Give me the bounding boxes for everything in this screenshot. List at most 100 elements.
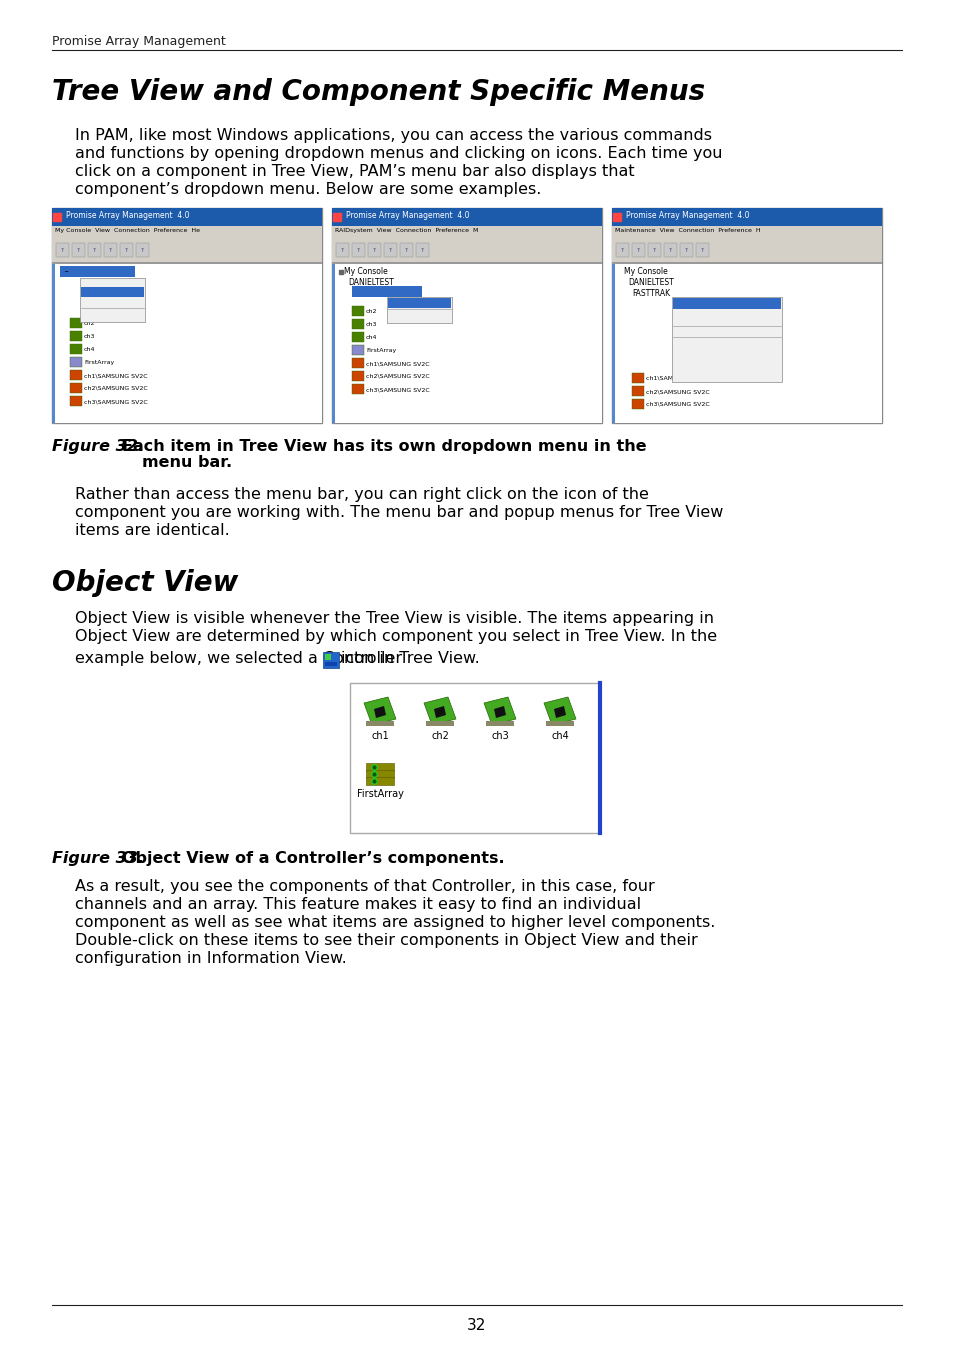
FancyBboxPatch shape: [696, 243, 708, 257]
FancyBboxPatch shape: [368, 243, 380, 257]
FancyBboxPatch shape: [52, 208, 322, 226]
Text: example below, we selected a Controller: example below, we selected a Controller: [75, 652, 402, 667]
FancyBboxPatch shape: [352, 333, 364, 342]
FancyBboxPatch shape: [88, 243, 101, 257]
Text: FirstArray: FirstArray: [356, 790, 403, 799]
FancyBboxPatch shape: [485, 721, 514, 726]
Text: ?: ?: [356, 247, 359, 253]
Text: ?: ?: [619, 247, 622, 253]
FancyBboxPatch shape: [332, 262, 601, 264]
FancyBboxPatch shape: [332, 208, 601, 423]
Text: icon in Tree View.: icon in Tree View.: [340, 652, 479, 667]
Text: Logout: Logout: [84, 288, 108, 293]
Text: Refresh: Refresh: [676, 350, 701, 356]
FancyBboxPatch shape: [332, 208, 601, 226]
FancyBboxPatch shape: [352, 370, 364, 381]
Text: menu bar.: menu bar.: [142, 456, 232, 470]
Text: Refresh: Refresh: [391, 299, 416, 306]
FancyBboxPatch shape: [332, 226, 601, 241]
Text: ?: ?: [636, 247, 639, 253]
Text: ch2\SAMSUNG SV2C: ch2\SAMSUNG SV2C: [84, 387, 148, 391]
FancyBboxPatch shape: [416, 243, 429, 257]
Text: and functions by opening dropdown menus and clicking on icons. Each time you: and functions by opening dropdown menus …: [75, 146, 721, 161]
Polygon shape: [374, 706, 386, 718]
Text: Object View are determined by which component you select in Tree View. In the: Object View are determined by which comp…: [75, 629, 717, 644]
FancyBboxPatch shape: [104, 243, 117, 257]
Text: component’s dropdown menu. Below are some examples.: component’s dropdown menu. Below are som…: [75, 183, 540, 197]
FancyBboxPatch shape: [70, 331, 82, 341]
Text: ch2\SAMSUNG SV2C: ch2\SAMSUNG SV2C: [645, 389, 709, 393]
FancyBboxPatch shape: [352, 287, 421, 297]
FancyBboxPatch shape: [352, 358, 364, 368]
FancyBboxPatch shape: [612, 241, 882, 262]
Text: Tree View and Component Specific Menus: Tree View and Component Specific Menus: [52, 78, 704, 105]
Text: component as well as see what items are assigned to higher level components.: component as well as see what items are …: [75, 915, 715, 930]
Text: ?: ?: [373, 247, 375, 253]
FancyBboxPatch shape: [399, 243, 413, 257]
Text: Rename: Rename: [84, 310, 112, 316]
FancyBboxPatch shape: [332, 264, 601, 423]
Text: Object View: Object View: [52, 569, 238, 598]
FancyBboxPatch shape: [612, 262, 882, 264]
Text: ch4: ch4: [551, 731, 568, 741]
FancyBboxPatch shape: [70, 383, 82, 393]
Text: Promise Array Management  4.0: Promise Array Management 4.0: [66, 211, 190, 220]
Text: RAIDsystem  View  Connection  Preference  M: RAIDsystem View Connection Preference M: [335, 228, 477, 233]
FancyBboxPatch shape: [352, 384, 364, 393]
Text: Each item in Tree View has its own dropdown menu in the: Each item in Tree View has its own dropd…: [122, 439, 646, 454]
FancyBboxPatch shape: [384, 243, 396, 257]
FancyBboxPatch shape: [366, 721, 394, 726]
FancyBboxPatch shape: [70, 343, 82, 354]
Text: ch3\SAMSUNG SV2C: ch3\SAMSUNG SV2C: [84, 399, 148, 404]
Text: ?: ?: [340, 247, 343, 253]
Text: My Console: My Console: [623, 266, 667, 276]
Text: ch3: ch3: [491, 731, 508, 741]
Text: New Array: New Array: [676, 341, 712, 347]
FancyBboxPatch shape: [366, 763, 394, 771]
FancyBboxPatch shape: [352, 345, 364, 356]
Text: ch3\SAMSUNG SV2C: ch3\SAMSUNG SV2C: [645, 402, 709, 407]
FancyBboxPatch shape: [671, 297, 781, 383]
Text: FASTTRAK: FASTTRAK: [631, 289, 669, 297]
Text: Login...: Login...: [84, 280, 110, 287]
Text: My Console: My Console: [344, 266, 387, 276]
Text: ch1: ch1: [371, 731, 389, 741]
FancyBboxPatch shape: [70, 357, 82, 366]
FancyBboxPatch shape: [616, 243, 628, 257]
Text: Fasttrak...: Fasttrak...: [368, 287, 406, 296]
FancyBboxPatch shape: [71, 243, 85, 257]
Text: In PAM, like most Windows applications, you can access the various commands: In PAM, like most Windows applications, …: [75, 128, 711, 143]
Text: ?: ?: [420, 247, 423, 253]
FancyBboxPatch shape: [60, 266, 135, 277]
FancyBboxPatch shape: [70, 318, 82, 329]
Text: As a result, you see the components of that Controller, in this case, four: As a result, you see the components of t…: [75, 879, 654, 894]
Polygon shape: [554, 706, 565, 718]
FancyBboxPatch shape: [612, 264, 615, 423]
Text: Clear Events: Clear Events: [676, 310, 720, 316]
FancyBboxPatch shape: [612, 264, 882, 423]
FancyBboxPatch shape: [52, 226, 322, 241]
Text: Read Bad Sector Table: Read Bad Sector Table: [676, 319, 753, 324]
FancyBboxPatch shape: [672, 297, 781, 310]
FancyBboxPatch shape: [136, 243, 149, 257]
FancyBboxPatch shape: [332, 264, 335, 423]
Text: Beeper: Beeper: [676, 330, 700, 337]
FancyBboxPatch shape: [366, 771, 394, 777]
FancyBboxPatch shape: [631, 387, 643, 396]
Text: ch1\SAMSUNG SV2C: ch1\SAMSUNG SV2C: [366, 361, 429, 366]
FancyBboxPatch shape: [56, 243, 69, 257]
Text: ?: ?: [109, 247, 112, 253]
Text: ?: ?: [388, 247, 391, 253]
Text: Refresh: Refresh: [84, 297, 111, 304]
FancyBboxPatch shape: [120, 243, 132, 257]
FancyBboxPatch shape: [325, 662, 336, 667]
Text: ch1\SAMSUNG SV2C: ch1\SAMSUNG SV2C: [84, 373, 148, 379]
FancyBboxPatch shape: [387, 297, 452, 323]
Text: ?: ?: [60, 247, 63, 253]
Text: component you are working with. The menu bar and popup menus for Tree View: component you are working with. The menu…: [75, 506, 722, 521]
FancyBboxPatch shape: [612, 226, 882, 241]
Text: FirstArray: FirstArray: [84, 360, 114, 365]
Text: ?: ?: [125, 247, 128, 253]
Text: Maintenance  View  Connection  Preference  H: Maintenance View Connection Preference H: [615, 228, 760, 233]
Text: ch2: ch2: [84, 320, 95, 326]
